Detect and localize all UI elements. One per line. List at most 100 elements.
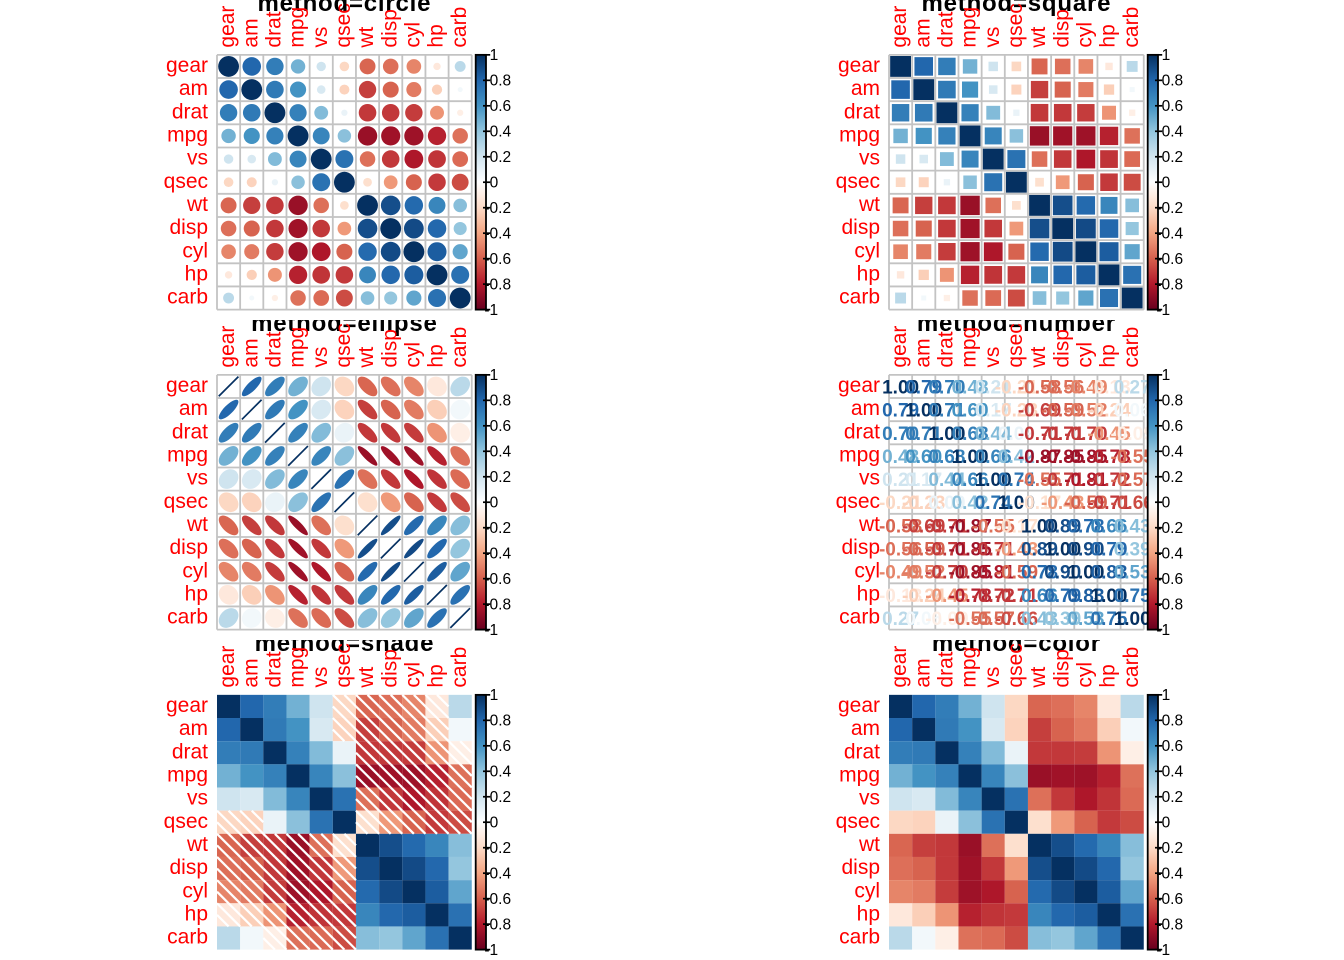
svg-text:qsec: qsec: [332, 3, 355, 47]
svg-text:-0.59: -0.59: [902, 540, 945, 561]
svg-text:disp: disp: [169, 216, 208, 239]
svg-text:gear: gear: [838, 694, 880, 717]
svg-text:disp: disp: [841, 536, 880, 559]
svg-text:0.6: 0.6: [1162, 738, 1184, 755]
svg-text:0.60: 0.60: [952, 401, 989, 422]
svg-text:wt: wt: [858, 513, 880, 536]
svg-text:-0.66: -0.66: [1111, 493, 1154, 514]
svg-text:-0.78: -0.78: [948, 586, 991, 607]
svg-text:hp: hp: [857, 262, 880, 285]
svg-text:0.83: 0.83: [1067, 586, 1104, 607]
svg-text:1.00: 1.00: [1114, 609, 1151, 630]
svg-text:0.09: 0.09: [928, 493, 965, 514]
svg-text:carb: carb: [167, 286, 208, 309]
svg-text:qsec: qsec: [836, 810, 880, 833]
svg-text:cyl: cyl: [402, 342, 425, 368]
svg-text:-0.8: -0.8: [484, 917, 511, 934]
svg-text:1.00: 1.00: [1067, 563, 1104, 584]
svg-text:0.60: 0.60: [905, 447, 942, 468]
svg-text:disp: disp: [1050, 649, 1073, 688]
svg-text:0.78: 0.78: [1021, 563, 1058, 584]
svg-text:cyl: cyl: [1074, 342, 1097, 368]
svg-text:mpg: mpg: [286, 647, 309, 688]
svg-text:drat: drat: [935, 651, 958, 687]
svg-text:-0.55: -0.55: [1018, 470, 1062, 491]
svg-text:1.00: 1.00: [1091, 586, 1128, 607]
svg-text:mpg: mpg: [167, 444, 208, 467]
svg-text:qsec: qsec: [1004, 323, 1027, 367]
svg-text:qsec: qsec: [164, 810, 208, 833]
svg-text:0.43: 0.43: [1021, 609, 1058, 630]
svg-text:mpg: mpg: [839, 764, 880, 787]
svg-text:hp: hp: [1097, 664, 1120, 687]
svg-text:0.43: 0.43: [1114, 516, 1151, 537]
svg-text:-0.8: -0.8: [1156, 597, 1183, 614]
svg-text:-0.45: -0.45: [925, 586, 969, 607]
svg-text:-0.55: -0.55: [1111, 447, 1155, 468]
svg-text:cyl: cyl: [854, 239, 880, 262]
svg-text:cyl: cyl: [854, 879, 880, 902]
svg-text:0.53: 0.53: [1067, 609, 1104, 630]
svg-text:mpg: mpg: [958, 327, 981, 368]
svg-text:-0.70: -0.70: [925, 563, 968, 584]
svg-text:0.2: 0.2: [490, 469, 512, 486]
svg-text:0: 0: [490, 175, 499, 192]
svg-text:1: 1: [1162, 47, 1171, 64]
svg-text:0: 0: [490, 815, 499, 832]
svg-text:0.48: 0.48: [952, 377, 989, 398]
svg-text:-1: -1: [484, 622, 498, 639]
svg-text:-0.49: -0.49: [1064, 377, 1107, 398]
svg-text:qsec: qsec: [836, 170, 880, 193]
svg-text:am: am: [851, 77, 880, 100]
svg-text:mpg: mpg: [839, 444, 880, 467]
svg-text:-0.6: -0.6: [484, 891, 511, 908]
svg-text:wt: wt: [858, 193, 880, 216]
svg-text:-0.81: -0.81: [1064, 470, 1108, 491]
svg-text:0.4: 0.4: [490, 764, 512, 781]
svg-text:0.8: 0.8: [490, 713, 512, 730]
svg-text:-0.81: -0.81: [972, 563, 1016, 584]
svg-text:disp: disp: [378, 329, 401, 368]
svg-text:0.8: 0.8: [490, 73, 512, 90]
svg-text:0.42: 0.42: [952, 493, 989, 514]
svg-text:method=number: method=number: [917, 310, 1116, 337]
svg-text:-0.57: -0.57: [972, 609, 1015, 630]
svg-text:am: am: [911, 18, 934, 47]
svg-text:0.4: 0.4: [490, 124, 512, 141]
svg-text:0.2: 0.2: [490, 149, 512, 166]
svg-text:1.00: 1.00: [998, 493, 1035, 514]
svg-text:gear: gear: [888, 326, 911, 368]
svg-text:carb: carb: [839, 606, 880, 629]
svg-text:drat: drat: [172, 420, 208, 443]
svg-text:0.74: 0.74: [975, 493, 1012, 514]
svg-text:-0.66: -0.66: [995, 609, 1038, 630]
svg-text:method=shade: method=shade: [255, 630, 435, 657]
svg-text:-0.4: -0.4: [484, 866, 511, 883]
svg-text:hp: hp: [185, 902, 208, 925]
svg-text:am: am: [911, 658, 934, 687]
svg-text:gear: gear: [216, 646, 239, 688]
svg-text:-0.71: -0.71: [995, 586, 1039, 607]
svg-text:-0.71: -0.71: [972, 540, 1016, 561]
svg-text:am: am: [179, 397, 208, 420]
svg-text:hp: hp: [425, 24, 448, 47]
svg-text:-0.17: -0.17: [995, 516, 1038, 537]
svg-text:1: 1: [490, 47, 499, 64]
svg-text:-1: -1: [1156, 302, 1170, 319]
svg-text:0.53: 0.53: [1114, 563, 1151, 584]
svg-text:cyl: cyl: [854, 559, 880, 582]
svg-text:-0.4: -0.4: [1156, 866, 1183, 883]
svg-text:-0.2: -0.2: [1156, 840, 1183, 857]
svg-text:0.66: 0.66: [1091, 516, 1128, 537]
svg-text:0.27: 0.27: [1114, 377, 1151, 398]
svg-text:0.27: 0.27: [882, 609, 919, 630]
svg-text:mpg: mpg: [286, 7, 309, 48]
svg-text:disp: disp: [841, 216, 880, 239]
svg-text:drat: drat: [844, 740, 880, 763]
svg-text:drat: drat: [263, 11, 286, 47]
svg-text:-0.71: -0.71: [1087, 493, 1131, 514]
svg-text:-0.09: -0.09: [1111, 424, 1154, 445]
svg-text:-0.24: -0.24: [1087, 401, 1131, 422]
svg-text:cyl: cyl: [182, 879, 208, 902]
svg-text:-0.87: -0.87: [1018, 447, 1061, 468]
